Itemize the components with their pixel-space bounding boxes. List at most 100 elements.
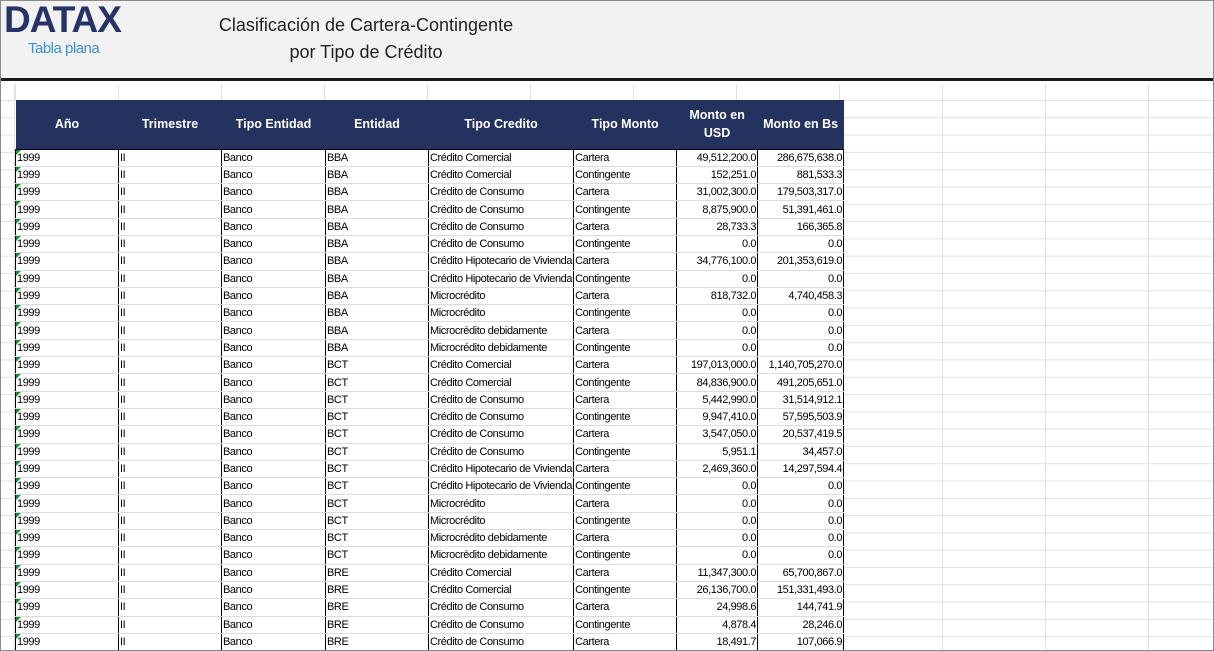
cell-quarter[interactable]: II — [118, 373, 222, 392]
cell-credit-type[interactable]: Crédito de Consumo — [427, 598, 574, 617]
cell-entity-type[interactable]: Banco — [221, 598, 326, 617]
cell-credit-type[interactable]: Crédito Comercial — [427, 166, 574, 185]
cell-credit-type[interactable]: Microcrédito — [427, 512, 574, 531]
cell-quarter[interactable]: II — [118, 529, 222, 548]
cell-quarter[interactable]: II — [118, 512, 222, 531]
cell-amount-bs[interactable]: 0.0 — [757, 477, 845, 496]
cell-entity-type[interactable]: Banco — [221, 546, 326, 565]
cell-quarter[interactable]: II — [118, 581, 222, 600]
cell-amount-bs[interactable]: 0.0 — [757, 546, 845, 565]
cell-entity-type[interactable]: Banco — [221, 443, 326, 461]
cell-entity[interactable]: BCT — [325, 391, 429, 409]
cell-amount-bs[interactable]: 4,740,458.3 — [757, 287, 845, 306]
cell-entity[interactable]: BCT — [325, 494, 429, 513]
cell-amount-bs[interactable]: 20,537,419.5 — [757, 425, 845, 444]
cell-amount-bs[interactable]: 0.0 — [757, 529, 845, 548]
column-header-entity[interactable]: Entidad — [325, 100, 429, 149]
cell-entity[interactable]: BBA — [325, 166, 429, 185]
cell-credit-type[interactable]: Crédito de Consumo — [427, 616, 574, 634]
cell-amount-usd[interactable]: 28,733.3 — [676, 218, 758, 236]
cell-credit-type[interactable]: Crédito Comercial — [427, 581, 574, 600]
cell-quarter[interactable]: II — [118, 148, 222, 167]
column-header-entity-type[interactable]: Tipo Entidad — [221, 100, 326, 149]
cell-entity[interactable]: BRE — [325, 564, 429, 582]
cell-quarter[interactable]: II — [118, 546, 222, 565]
cell-amount-bs[interactable]: 51,391,461.0 — [757, 200, 845, 219]
cell-entity[interactable]: BBA — [325, 148, 429, 167]
cell-entity[interactable]: BRE — [325, 616, 429, 634]
cell-amount-bs[interactable]: 881,533.3 — [757, 166, 845, 185]
cell-entity[interactable]: BBA — [325, 339, 429, 358]
cell-entity[interactable]: BBA — [325, 270, 429, 288]
cell-credit-type[interactable]: Crédito Hipotecario de Vivienda — [427, 270, 574, 288]
cell-amount-type[interactable]: Contingente — [573, 373, 677, 392]
cell-amount-bs[interactable]: 166,365.8 — [757, 218, 845, 236]
cell-quarter[interactable]: II — [118, 270, 222, 288]
cell-quarter[interactable]: II — [118, 183, 222, 202]
cell-amount-usd[interactable]: 0.0 — [676, 529, 758, 548]
cell-entity-type[interactable]: Banco — [221, 356, 326, 375]
cell-amount-usd[interactable]: 0.0 — [676, 339, 758, 358]
cell-amount-bs[interactable]: 491,205,651.0 — [757, 373, 845, 392]
column-header-credit-type[interactable]: Tipo Credito — [428, 100, 574, 149]
cell-credit-type[interactable]: Crédito de Consumo — [427, 443, 574, 461]
cell-amount-bs[interactable]: 28,246.0 — [757, 616, 845, 634]
cell-amount-bs[interactable]: 57,595,503.9 — [757, 408, 845, 427]
cell-quarter[interactable]: II — [118, 304, 222, 323]
cell-amount-usd[interactable]: 197,013,000.0 — [676, 356, 758, 375]
cell-amount-bs[interactable]: 0.0 — [757, 321, 845, 340]
cell-amount-usd[interactable]: 152,251.0 — [676, 166, 758, 185]
cell-year[interactable]: 1999 — [15, 183, 119, 202]
cell-credit-type[interactable]: Microcrédito — [427, 304, 574, 323]
cell-year[interactable]: 1999 — [15, 270, 119, 288]
cell-quarter[interactable]: II — [118, 633, 222, 650]
cell-entity-type[interactable]: Banco — [221, 391, 326, 409]
cell-year[interactable]: 1999 — [15, 408, 119, 427]
cell-amount-type[interactable]: Contingente — [573, 235, 677, 254]
cell-year[interactable]: 1999 — [15, 235, 119, 254]
cell-amount-type[interactable]: Contingente — [573, 270, 677, 288]
cell-amount-bs[interactable]: 179,503,317.0 — [757, 183, 845, 202]
cell-amount-type[interactable]: Cartera — [573, 287, 677, 306]
cell-credit-type[interactable]: Crédito de Consumo — [427, 391, 574, 409]
cell-amount-bs[interactable]: 201,353,619.0 — [757, 252, 845, 271]
cell-entity-type[interactable]: Banco — [221, 252, 326, 271]
cell-credit-type[interactable]: Crédito de Consumo — [427, 183, 574, 202]
cell-year[interactable]: 1999 — [15, 598, 119, 617]
cell-year[interactable]: 1999 — [15, 460, 119, 479]
cell-entity-type[interactable]: Banco — [221, 235, 326, 254]
cell-quarter[interactable]: II — [118, 287, 222, 306]
cell-quarter[interactable]: II — [118, 218, 222, 236]
cell-entity-type[interactable]: Banco — [221, 425, 326, 444]
cell-amount-type[interactable]: Contingente — [573, 304, 677, 323]
cell-year[interactable]: 1999 — [15, 512, 119, 531]
cell-amount-type[interactable]: Contingente — [573, 616, 677, 634]
cell-amount-type[interactable]: Cartera — [573, 218, 677, 236]
cell-amount-type[interactable]: Cartera — [573, 391, 677, 409]
cell-year[interactable]: 1999 — [15, 304, 119, 323]
cell-entity-type[interactable]: Banco — [221, 183, 326, 202]
cell-entity-type[interactable]: Banco — [221, 477, 326, 496]
cell-entity[interactable]: BRE — [325, 581, 429, 600]
cell-amount-type[interactable]: Contingente — [573, 443, 677, 461]
cell-quarter[interactable]: II — [118, 408, 222, 427]
cell-entity[interactable]: BBA — [325, 183, 429, 202]
cell-entity[interactable]: BBA — [325, 252, 429, 271]
cell-year[interactable]: 1999 — [15, 252, 119, 271]
cell-entity-type[interactable]: Banco — [221, 529, 326, 548]
cell-amount-usd[interactable]: 3,547,050.0 — [676, 425, 758, 444]
cell-year[interactable]: 1999 — [15, 356, 119, 375]
cell-entity-type[interactable]: Banco — [221, 512, 326, 531]
cell-entity[interactable]: BCT — [325, 460, 429, 479]
cell-year[interactable]: 1999 — [15, 166, 119, 185]
cell-amount-usd[interactable]: 5,951.1 — [676, 443, 758, 461]
column-header-quarter[interactable]: Trimestre — [118, 100, 222, 149]
cell-year[interactable]: 1999 — [15, 616, 119, 634]
cell-amount-usd[interactable]: 818,732.0 — [676, 287, 758, 306]
cell-year[interactable]: 1999 — [15, 581, 119, 600]
cell-entity-type[interactable]: Banco — [221, 148, 326, 167]
cell-amount-usd[interactable]: 0.0 — [676, 494, 758, 513]
cell-entity[interactable]: BCT — [325, 408, 429, 427]
cell-amount-type[interactable]: Cartera — [573, 598, 677, 617]
column-header-amount-usd[interactable]: Monto en USD — [676, 100, 758, 149]
